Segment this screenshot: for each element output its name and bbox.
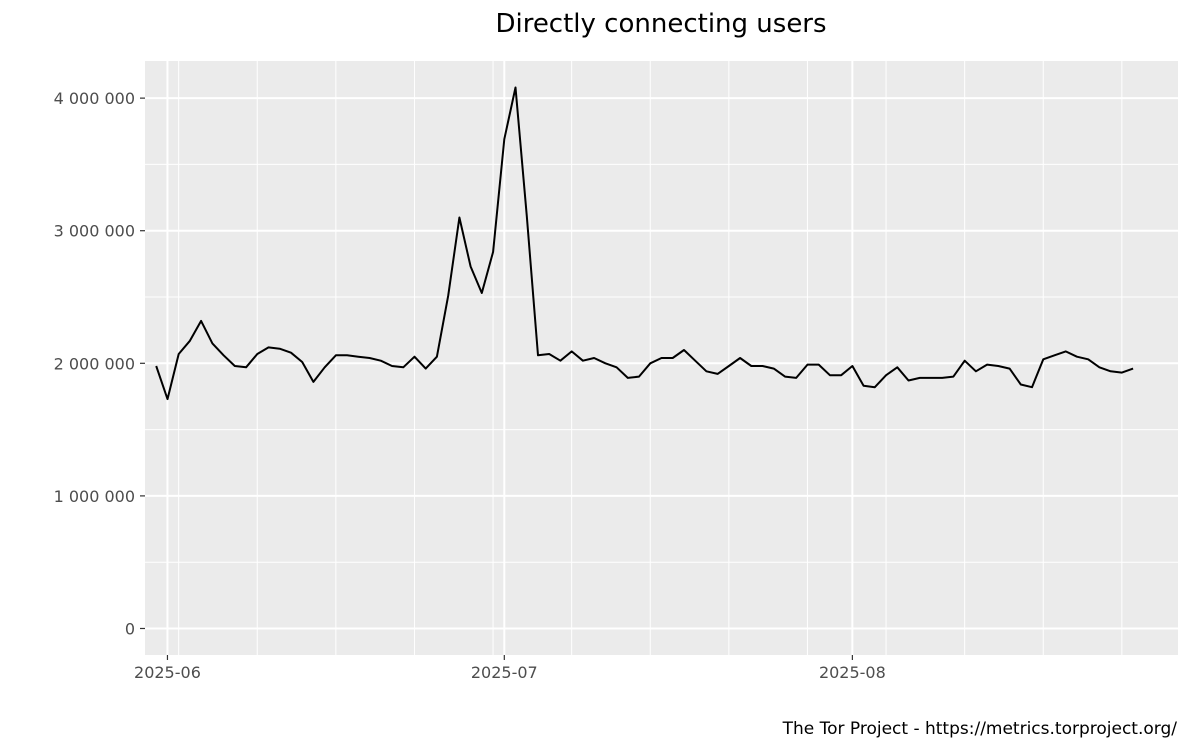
series-line-directly-connecting-users — [155, 86, 1134, 401]
x-tick-label: 2025-08 — [819, 663, 886, 682]
y-axis: 0 1 000 000 2 000 000 3 000 000 4 000 000 — [54, 89, 145, 638]
major-gridlines — [145, 61, 1178, 655]
y-tick-label: 0 — [125, 619, 135, 638]
x-tick-label: 2025-07 — [471, 663, 538, 682]
y-tick-label: 2 000 000 — [54, 354, 135, 373]
x-tick-label: 2025-06 — [134, 663, 201, 682]
y-tick-label: 1 000 000 — [54, 487, 135, 506]
chart-title: Directly connecting users — [495, 9, 826, 39]
y-tick-label: 4 000 000 — [54, 89, 135, 108]
minor-gridlines — [145, 61, 1178, 655]
y-tick-label: 3 000 000 — [54, 222, 135, 241]
source-caption: The Tor Project - https://metrics.torpro… — [782, 719, 1178, 739]
x-axis: 2025-06 2025-07 2025-08 — [134, 655, 886, 682]
